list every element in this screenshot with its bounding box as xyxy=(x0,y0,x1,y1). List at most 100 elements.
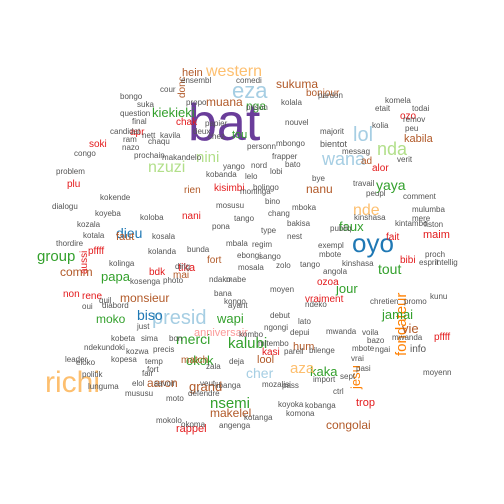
word-item: frapper xyxy=(272,152,298,161)
word-item: soki xyxy=(89,139,107,150)
word-item: fort xyxy=(207,255,222,266)
word-item: moninga xyxy=(240,187,271,196)
word-item: defendre xyxy=(188,389,220,398)
word-item: fait xyxy=(386,232,400,243)
word-item: lool xyxy=(257,354,275,366)
word-item: mbongo xyxy=(276,139,305,148)
word-item: temp xyxy=(145,357,163,366)
word-item: ndako xyxy=(209,275,231,284)
word-item: hum xyxy=(293,341,315,353)
word-item: prison xyxy=(246,103,268,112)
word-item: yango xyxy=(223,162,245,171)
word-item: moto xyxy=(166,394,184,403)
word-item: merci xyxy=(176,331,211,347)
word-item: kopesa xyxy=(111,355,137,364)
word-item: kotala xyxy=(83,231,105,240)
word-item: nzuzi xyxy=(148,159,186,176)
word-item: congolai xyxy=(326,418,371,432)
word-item: peupl xyxy=(366,189,386,198)
word-item: bazo xyxy=(367,336,385,345)
word-item: travail xyxy=(353,179,375,188)
word-item: fiston xyxy=(424,220,444,229)
word-item: kasi xyxy=(262,347,280,358)
word-item: mboka xyxy=(292,203,317,212)
word-item: kavila xyxy=(160,131,181,140)
word-item: group xyxy=(37,248,76,265)
word-item: kalubi xyxy=(228,335,268,352)
word-item: non xyxy=(63,289,80,300)
word-item: kobeta xyxy=(111,334,136,343)
word-item: kisimbi xyxy=(214,183,245,194)
word-item: etait xyxy=(375,104,391,113)
word-item: esprit xyxy=(419,258,439,267)
word-item: koyeba xyxy=(95,209,121,218)
word-item: verit xyxy=(397,155,413,164)
word-item: komona xyxy=(286,409,315,418)
word-item: comm xyxy=(60,265,93,279)
word-item: kobanda xyxy=(206,170,237,179)
word-item: photo xyxy=(163,276,184,285)
word-item: tika xyxy=(178,262,196,274)
word-item: muana xyxy=(206,95,243,109)
word-item: mbote xyxy=(319,250,342,259)
word-item: bunda xyxy=(187,245,210,254)
word-item: mbala xyxy=(226,239,248,248)
word-item: makelel xyxy=(210,406,252,420)
word-item: rien xyxy=(184,185,201,196)
word-item: nord xyxy=(251,161,268,170)
word-item: dirig xyxy=(175,262,191,271)
word-item: bakisa xyxy=(287,219,311,228)
word-item: pona xyxy=(212,222,230,231)
word-item: kozala xyxy=(77,220,101,229)
word-item: kosenga xyxy=(130,277,161,286)
word-item: problem xyxy=(56,167,85,176)
word-item: info xyxy=(410,344,427,355)
word-item: kabila xyxy=(404,133,433,145)
word-item: kosala xyxy=(152,232,176,241)
word-item: type xyxy=(261,226,277,235)
word-item: sango xyxy=(259,252,281,261)
word-item: eloko xyxy=(76,358,96,367)
word-item: kolala xyxy=(281,98,302,107)
word-item: final xyxy=(132,117,147,126)
word-item: angenga xyxy=(219,421,251,430)
word-item: lol xyxy=(353,124,374,146)
word-item: faux xyxy=(339,219,364,234)
word-item: maim xyxy=(423,229,450,241)
word-item: papa xyxy=(101,269,130,284)
word-item: mitembo xyxy=(258,339,289,348)
word-item: dieu xyxy=(116,225,143,241)
word-item: alor xyxy=(372,163,389,174)
word-item: eza xyxy=(232,78,268,103)
word-item: kinshasa xyxy=(354,213,386,222)
word-item: bato xyxy=(285,160,301,169)
word-item: rappel xyxy=(176,423,207,435)
word-item: ozo xyxy=(400,111,417,122)
word-item: congo xyxy=(74,149,96,158)
word-item: pardon xyxy=(318,91,343,100)
word-item: bye xyxy=(312,174,325,183)
word-item: mokolo xyxy=(156,416,182,425)
word-item: komela xyxy=(385,96,411,105)
word-item: bilenge xyxy=(309,346,335,355)
word-item: mwanda xyxy=(326,327,357,336)
word-item: monsieur xyxy=(120,291,170,305)
word-item: yaya xyxy=(376,177,406,193)
word-item: ngongi xyxy=(264,323,289,332)
word-item: depui xyxy=(290,328,310,337)
word-item: propo xyxy=(186,98,207,107)
word-item: vrai xyxy=(351,354,364,363)
word-item: papier xyxy=(205,119,228,128)
word-item: comedi xyxy=(236,76,262,85)
word-item: majorit xyxy=(320,127,345,136)
word-item: ram xyxy=(123,135,137,144)
word-item: personn xyxy=(247,142,276,151)
word-item: mulumba xyxy=(412,205,445,214)
word-item: chang xyxy=(268,209,290,218)
word-item: hein xyxy=(182,67,203,79)
word-item: ayant xyxy=(228,301,248,310)
word-item: diabord xyxy=(102,301,129,310)
word-item: koyoka xyxy=(278,400,304,409)
word-item: fair xyxy=(142,369,154,378)
